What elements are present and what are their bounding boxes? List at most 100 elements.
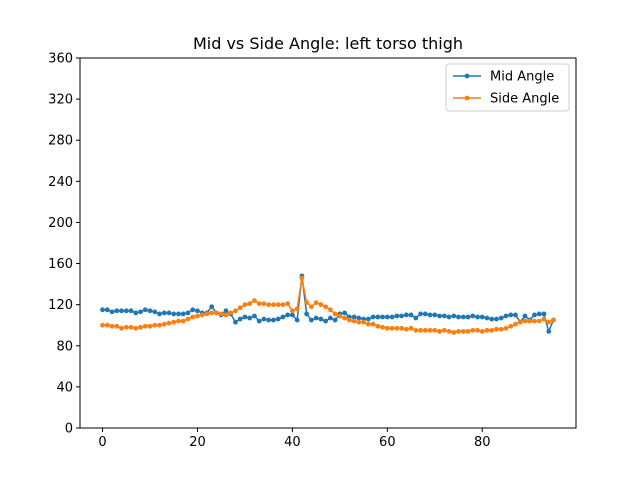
data-point xyxy=(437,313,442,319)
data-point xyxy=(233,319,238,325)
data-point xyxy=(351,318,357,324)
data-point xyxy=(261,301,267,307)
data-point xyxy=(228,310,234,316)
data-point xyxy=(185,310,191,316)
data-point xyxy=(375,314,381,320)
data-point xyxy=(242,302,248,308)
chart-title: Mid vs Side Angle: left torso thigh xyxy=(193,34,463,53)
data-point xyxy=(498,326,504,332)
data-point xyxy=(384,314,390,320)
data-point xyxy=(171,311,177,317)
legend-marker xyxy=(464,73,470,79)
x-tick-label: 80 xyxy=(474,435,491,450)
data-point xyxy=(494,326,499,332)
data-point xyxy=(142,323,148,329)
data-point xyxy=(195,308,200,314)
data-point xyxy=(541,316,547,322)
data-point xyxy=(513,312,518,318)
data-point xyxy=(308,317,314,323)
data-point xyxy=(403,312,409,318)
y-tick-label: 160 xyxy=(48,257,73,272)
data-point xyxy=(100,322,105,328)
data-point xyxy=(408,312,414,318)
data-point xyxy=(546,319,552,325)
legend-label: Mid Angle xyxy=(490,70,554,85)
data-point xyxy=(256,301,262,307)
series-side-angle xyxy=(100,275,556,335)
data-point xyxy=(185,316,191,322)
data-point xyxy=(365,316,371,322)
data-point xyxy=(157,311,162,317)
data-point xyxy=(508,323,514,329)
data-point xyxy=(456,314,461,320)
data-point xyxy=(365,321,371,327)
data-point xyxy=(413,315,419,321)
data-point xyxy=(342,315,348,321)
data-point xyxy=(138,309,143,315)
data-point xyxy=(247,315,253,321)
data-point xyxy=(280,314,286,320)
data-point xyxy=(422,327,428,333)
data-point xyxy=(128,324,134,330)
data-point xyxy=(323,304,329,310)
data-point xyxy=(394,325,400,331)
data-point xyxy=(370,321,376,327)
x-tick-label: 40 xyxy=(284,435,301,450)
data-point xyxy=(261,316,267,322)
y-tick-label: 240 xyxy=(48,175,73,190)
data-point xyxy=(399,325,404,331)
data-point xyxy=(470,313,476,319)
data-point xyxy=(327,315,333,321)
data-point xyxy=(327,307,333,313)
data-point xyxy=(479,314,485,320)
y-tick-label: 0 xyxy=(65,422,73,437)
data-point xyxy=(332,311,338,317)
data-point xyxy=(313,300,319,306)
data-point xyxy=(380,324,385,330)
data-point xyxy=(522,313,528,319)
data-point xyxy=(171,319,177,325)
x-tick-label: 20 xyxy=(189,435,206,450)
data-point xyxy=(332,317,338,323)
data-point xyxy=(460,314,466,320)
data-point xyxy=(104,307,110,313)
data-point xyxy=(503,325,509,331)
x-tick-label: 0 xyxy=(98,435,106,450)
data-point xyxy=(508,312,514,318)
series-mid-angle xyxy=(100,273,556,334)
data-point xyxy=(209,310,215,316)
data-point xyxy=(275,302,281,308)
data-point xyxy=(522,318,528,324)
data-point xyxy=(513,321,518,327)
data-point xyxy=(532,312,537,318)
data-point xyxy=(176,311,181,317)
data-point xyxy=(399,313,404,319)
data-point xyxy=(152,309,158,315)
data-point xyxy=(313,315,319,321)
data-point xyxy=(218,311,224,317)
data-point xyxy=(418,311,423,317)
data-point xyxy=(128,308,134,314)
data-point xyxy=(389,325,395,331)
data-point xyxy=(199,312,205,318)
data-point xyxy=(384,325,390,331)
data-point xyxy=(489,327,495,333)
data-point xyxy=(498,315,504,321)
data-point xyxy=(318,316,324,322)
data-point xyxy=(100,307,105,313)
data-point xyxy=(551,317,556,323)
data-point xyxy=(161,310,167,316)
data-point xyxy=(380,314,385,320)
data-point xyxy=(318,302,324,308)
data-point xyxy=(290,312,295,318)
data-point xyxy=(133,310,139,316)
data-point xyxy=(446,314,452,320)
data-point xyxy=(152,322,158,328)
data-point xyxy=(299,275,305,281)
data-point xyxy=(247,301,253,307)
data-point xyxy=(456,328,461,334)
data-point xyxy=(109,309,115,315)
data-point xyxy=(304,311,310,317)
data-point xyxy=(432,312,438,318)
x-tick-label: 60 xyxy=(379,435,396,450)
